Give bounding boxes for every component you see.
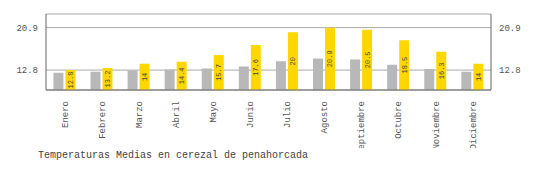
- svg-text:20.9: 20.9: [16, 24, 38, 34]
- svg-text:Junio: Junio: [246, 101, 256, 128]
- svg-text:Noviembre: Noviembre: [432, 101, 442, 148]
- svg-text:Mayo: Mayo: [209, 101, 219, 123]
- svg-text:15.7: 15.7: [215, 64, 223, 81]
- svg-text:12.8: 12.8: [499, 66, 521, 76]
- svg-text:14: 14: [141, 73, 149, 81]
- svg-text:12.8: 12.8: [16, 66, 38, 76]
- svg-text:Marzo: Marzo: [135, 101, 145, 128]
- svg-text:Septiembre: Septiembre: [357, 101, 367, 148]
- svg-text:20.9: 20.9: [326, 50, 334, 67]
- svg-text:Enero: Enero: [61, 101, 71, 128]
- svg-text:Agosto: Agosto: [320, 101, 330, 133]
- svg-text:Julio: Julio: [283, 101, 293, 128]
- svg-text:12.8: 12.8: [67, 72, 75, 89]
- html-text:Temperaturas Medias en cerezal: Temperaturas Medias en cerezal de penaho…: [38, 150, 308, 161]
- svg-text:14: 14: [475, 73, 483, 81]
- svg-text:13.2: 13.2: [104, 71, 112, 88]
- svg-text:20.5: 20.5: [364, 51, 372, 68]
- svg-text:Diciembre: Diciembre: [469, 101, 479, 148]
- svg-text:20: 20: [289, 57, 297, 65]
- svg-text:16.3: 16.3: [438, 62, 446, 79]
- svg-text:Febrero: Febrero: [98, 101, 108, 139]
- svg-text:17.6: 17.6: [252, 59, 260, 76]
- svg-text:Octubre: Octubre: [394, 101, 404, 139]
- svg-text:14.4: 14.4: [178, 67, 186, 84]
- svg-text:18.5: 18.5: [401, 57, 409, 74]
- svg-text:Abril: Abril: [172, 101, 182, 128]
- svg-text:20.9: 20.9: [499, 24, 521, 34]
